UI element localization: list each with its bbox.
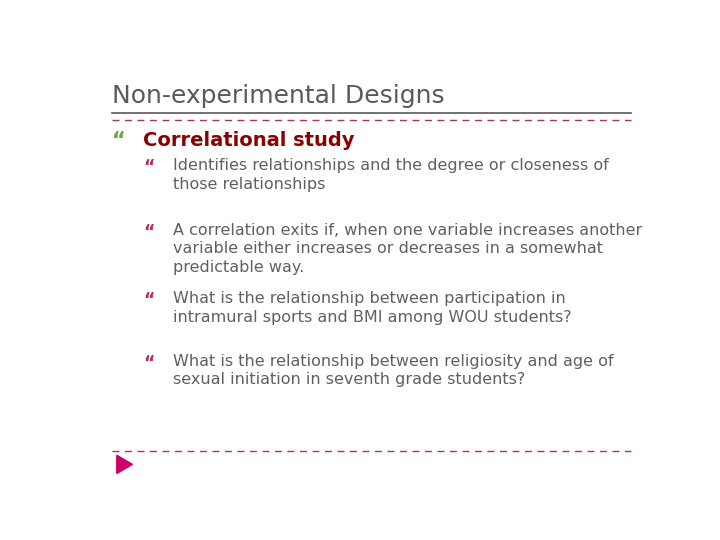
Text: Correlational study: Correlational study <box>143 131 354 150</box>
Polygon shape <box>117 455 132 474</box>
Text: “: “ <box>143 292 154 309</box>
Text: Identifies relationships and the degree or closeness of
those relationships: Identifies relationships and the degree … <box>173 158 608 192</box>
Text: Non-experimental Designs: Non-experimental Designs <box>112 84 445 107</box>
Text: What is the relationship between religiosity and age of
sexual initiation in sev: What is the relationship between religio… <box>173 354 613 387</box>
Text: A correlation exits if, when one variable increases another
variable either incr: A correlation exits if, when one variabl… <box>173 223 642 275</box>
Text: “: “ <box>112 131 126 151</box>
Text: “: “ <box>143 223 154 241</box>
Text: What is the relationship between participation in
intramural sports and BMI amon: What is the relationship between partici… <box>173 292 571 325</box>
Text: “: “ <box>143 354 154 372</box>
Text: “: “ <box>143 158 154 177</box>
